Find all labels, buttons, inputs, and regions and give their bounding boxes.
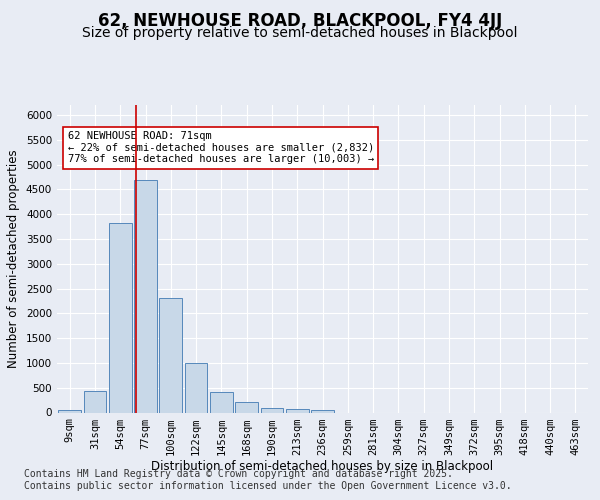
Text: 62 NEWHOUSE ROAD: 71sqm
← 22% of semi-detached houses are smaller (2,832)
77% of: 62 NEWHOUSE ROAD: 71sqm ← 22% of semi-de… [68, 131, 374, 164]
Y-axis label: Number of semi-detached properties: Number of semi-detached properties [7, 150, 20, 368]
Bar [109, 223, 131, 412]
Bar [311, 410, 334, 412]
Bar [235, 402, 258, 412]
Text: 62, NEWHOUSE ROAD, BLACKPOOL, FY4 4JJ: 62, NEWHOUSE ROAD, BLACKPOOL, FY4 4JJ [98, 12, 502, 30]
Text: Size of property relative to semi-detached houses in Blackpool: Size of property relative to semi-detach… [82, 26, 518, 40]
Bar [210, 392, 233, 412]
Bar [58, 410, 81, 412]
X-axis label: Distribution of semi-detached houses by size in Blackpool: Distribution of semi-detached houses by … [151, 460, 494, 473]
Bar [185, 363, 208, 412]
Bar [260, 408, 283, 412]
Bar [160, 298, 182, 412]
Text: Contains HM Land Registry data © Crown copyright and database right 2025.: Contains HM Land Registry data © Crown c… [24, 469, 453, 479]
Bar [83, 391, 106, 412]
Text: Contains public sector information licensed under the Open Government Licence v3: Contains public sector information licen… [24, 481, 512, 491]
Bar [286, 409, 308, 412]
Bar [134, 180, 157, 412]
